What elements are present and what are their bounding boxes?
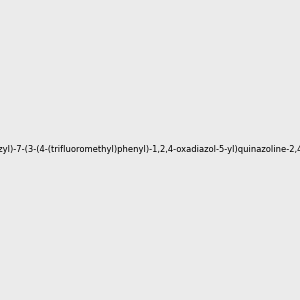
- Text: 3-(4-fluorobenzyl)-7-(3-(4-(trifluoromethyl)phenyl)-1,2,4-oxadiazol-5-yl)quinazo: 3-(4-fluorobenzyl)-7-(3-(4-(trifluoromet…: [0, 146, 300, 154]
